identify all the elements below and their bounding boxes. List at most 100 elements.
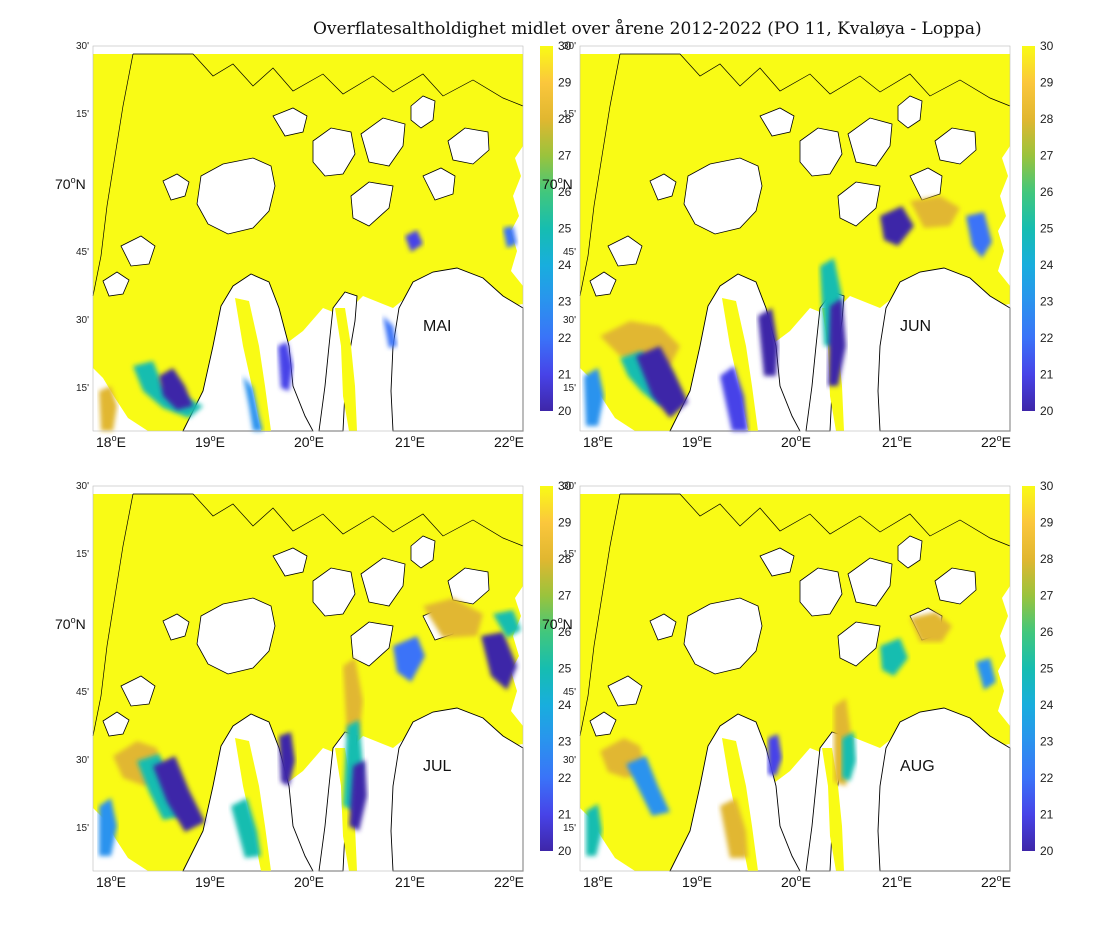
colorbar-tick-label: 25 bbox=[1040, 222, 1054, 236]
colorbar-tick-label: 24 bbox=[1040, 698, 1054, 712]
colorbar-tick-label: 20 bbox=[1040, 404, 1054, 418]
colorbar-tick-label: 29 bbox=[1040, 76, 1054, 90]
longitude-label: 18oE bbox=[583, 873, 613, 890]
colorbar bbox=[540, 486, 553, 851]
map-panel bbox=[579, 45, 1011, 432]
colorbar bbox=[540, 46, 553, 411]
colorbar-tick-label: 27 bbox=[1040, 149, 1054, 163]
colorbar-tick-label: 22 bbox=[1040, 331, 1054, 345]
longitude-label: 19oE bbox=[682, 433, 712, 450]
longitude-label: 18oE bbox=[583, 433, 613, 450]
latitude-minute-label: 45' bbox=[563, 247, 576, 258]
colorbar-tick-label: 26 bbox=[1040, 625, 1054, 639]
latitude-minute-label: 15' bbox=[76, 383, 89, 394]
longitude-label: 21oE bbox=[882, 433, 912, 450]
colorbar-tick-label: 30 bbox=[1040, 39, 1054, 53]
longitude-label: 22oE bbox=[981, 873, 1011, 890]
colorbar-tick-label: 26 bbox=[1040, 185, 1054, 199]
latitude-minute-label: 15' bbox=[76, 823, 89, 834]
colorbar-tick-label: 22 bbox=[558, 771, 572, 785]
month-label: MAI bbox=[423, 318, 451, 335]
longitude-label: 20oE bbox=[294, 433, 324, 450]
longitude-label: 21oE bbox=[882, 873, 912, 890]
colorbar-tick-label: 25 bbox=[558, 222, 572, 236]
colorbar-tick-label: 25 bbox=[1040, 662, 1054, 676]
colorbar-tick-label: 22 bbox=[558, 331, 572, 345]
latitude-minute-label: 15' bbox=[563, 109, 576, 120]
colorbar-tick-label: 30 bbox=[558, 39, 572, 53]
latitude-minute-label: 45' bbox=[563, 687, 576, 698]
colorbar-tick-label: 21 bbox=[558, 808, 572, 822]
colorbar-tick-label: 24 bbox=[1040, 258, 1054, 272]
map-panel bbox=[579, 485, 1011, 872]
longitude-label: 20oE bbox=[294, 873, 324, 890]
colorbar-tick-label: 27 bbox=[558, 589, 572, 603]
figure-title: Overflatesaltholdighet midlet over årene… bbox=[313, 19, 982, 39]
colorbar-tick-label: 24 bbox=[558, 698, 572, 712]
colorbar-tick-label: 22 bbox=[1040, 771, 1054, 785]
latitude-minute-label: 15' bbox=[563, 549, 576, 560]
colorbar-tick-label: 27 bbox=[1040, 589, 1054, 603]
colorbar-tick-label: 23 bbox=[1040, 295, 1054, 309]
latitude-minute-label: 30' bbox=[76, 755, 89, 766]
colorbar-tick-label: 29 bbox=[1040, 516, 1054, 530]
colorbar-tick-label: 29 bbox=[558, 76, 572, 90]
colorbar-tick-label: 20 bbox=[558, 404, 572, 418]
colorbar-tick-label: 28 bbox=[558, 112, 572, 126]
colorbar-tick-label: 20 bbox=[1040, 844, 1054, 858]
longitude-label: 18oE bbox=[96, 433, 126, 450]
colorbar-tick-label: 26 bbox=[558, 625, 572, 639]
longitude-label: 21oE bbox=[395, 433, 425, 450]
longitude-label: 19oE bbox=[195, 433, 225, 450]
month-label: JUN bbox=[900, 318, 931, 335]
colorbar-tick-label: 29 bbox=[558, 516, 572, 530]
latitude-minute-label: 45' bbox=[76, 247, 89, 258]
colorbar-tick-label: 21 bbox=[1040, 808, 1054, 822]
latitude-label: 70oN bbox=[55, 175, 86, 192]
month-label: JUL bbox=[423, 758, 452, 775]
map-panel bbox=[92, 485, 524, 872]
map-panel bbox=[92, 45, 524, 432]
latitude-minute-label: 15' bbox=[563, 383, 576, 394]
colorbar-tick-label: 24 bbox=[558, 258, 572, 272]
month-label: AUG bbox=[900, 758, 935, 775]
colorbar-tick-label: 20 bbox=[558, 844, 572, 858]
longitude-label: 20oE bbox=[781, 433, 811, 450]
latitude-label: 70oN bbox=[55, 615, 86, 632]
colorbar-tick-label: 23 bbox=[558, 295, 572, 309]
latitude-minute-label: 15' bbox=[76, 109, 89, 120]
colorbar-tick-label: 21 bbox=[558, 368, 572, 382]
colorbar-tick-label: 23 bbox=[1040, 735, 1054, 749]
latitude-minute-label: 30' bbox=[563, 755, 576, 766]
colorbar-tick-label: 27 bbox=[558, 149, 572, 163]
longitude-label: 20oE bbox=[781, 873, 811, 890]
colorbar-tick-label: 28 bbox=[1040, 112, 1054, 126]
colorbar-tick-label: 21 bbox=[1040, 368, 1054, 382]
latitude-minute-label: 30' bbox=[76, 41, 89, 52]
colorbar-tick-label: 30 bbox=[1040, 479, 1054, 493]
longitude-label: 22oE bbox=[494, 433, 524, 450]
colorbar-tick-label: 28 bbox=[558, 552, 572, 566]
colorbar-tick-label: 25 bbox=[558, 662, 572, 676]
latitude-minute-label: 30' bbox=[563, 481, 576, 492]
longitude-label: 22oE bbox=[494, 873, 524, 890]
latitude-minute-label: 30' bbox=[563, 315, 576, 326]
longitude-label: 19oE bbox=[195, 873, 225, 890]
longitude-label: 18oE bbox=[96, 873, 126, 890]
longitude-label: 19oE bbox=[682, 873, 712, 890]
longitude-label: 22oE bbox=[981, 433, 1011, 450]
longitude-label: 21oE bbox=[395, 873, 425, 890]
latitude-label: 70oN bbox=[542, 615, 573, 632]
latitude-minute-label: 45' bbox=[76, 687, 89, 698]
colorbar-tick-label: 26 bbox=[558, 185, 572, 199]
latitude-minute-label: 30' bbox=[563, 41, 576, 52]
latitude-minute-label: 30' bbox=[76, 315, 89, 326]
colorbar bbox=[1022, 46, 1035, 411]
latitude-minute-label: 15' bbox=[563, 823, 576, 834]
latitude-minute-label: 15' bbox=[76, 549, 89, 560]
latitude-minute-label: 30' bbox=[76, 481, 89, 492]
latitude-label: 70oN bbox=[542, 175, 573, 192]
colorbar-tick-label: 28 bbox=[1040, 552, 1054, 566]
colorbar-tick-label: 30 bbox=[558, 479, 572, 493]
